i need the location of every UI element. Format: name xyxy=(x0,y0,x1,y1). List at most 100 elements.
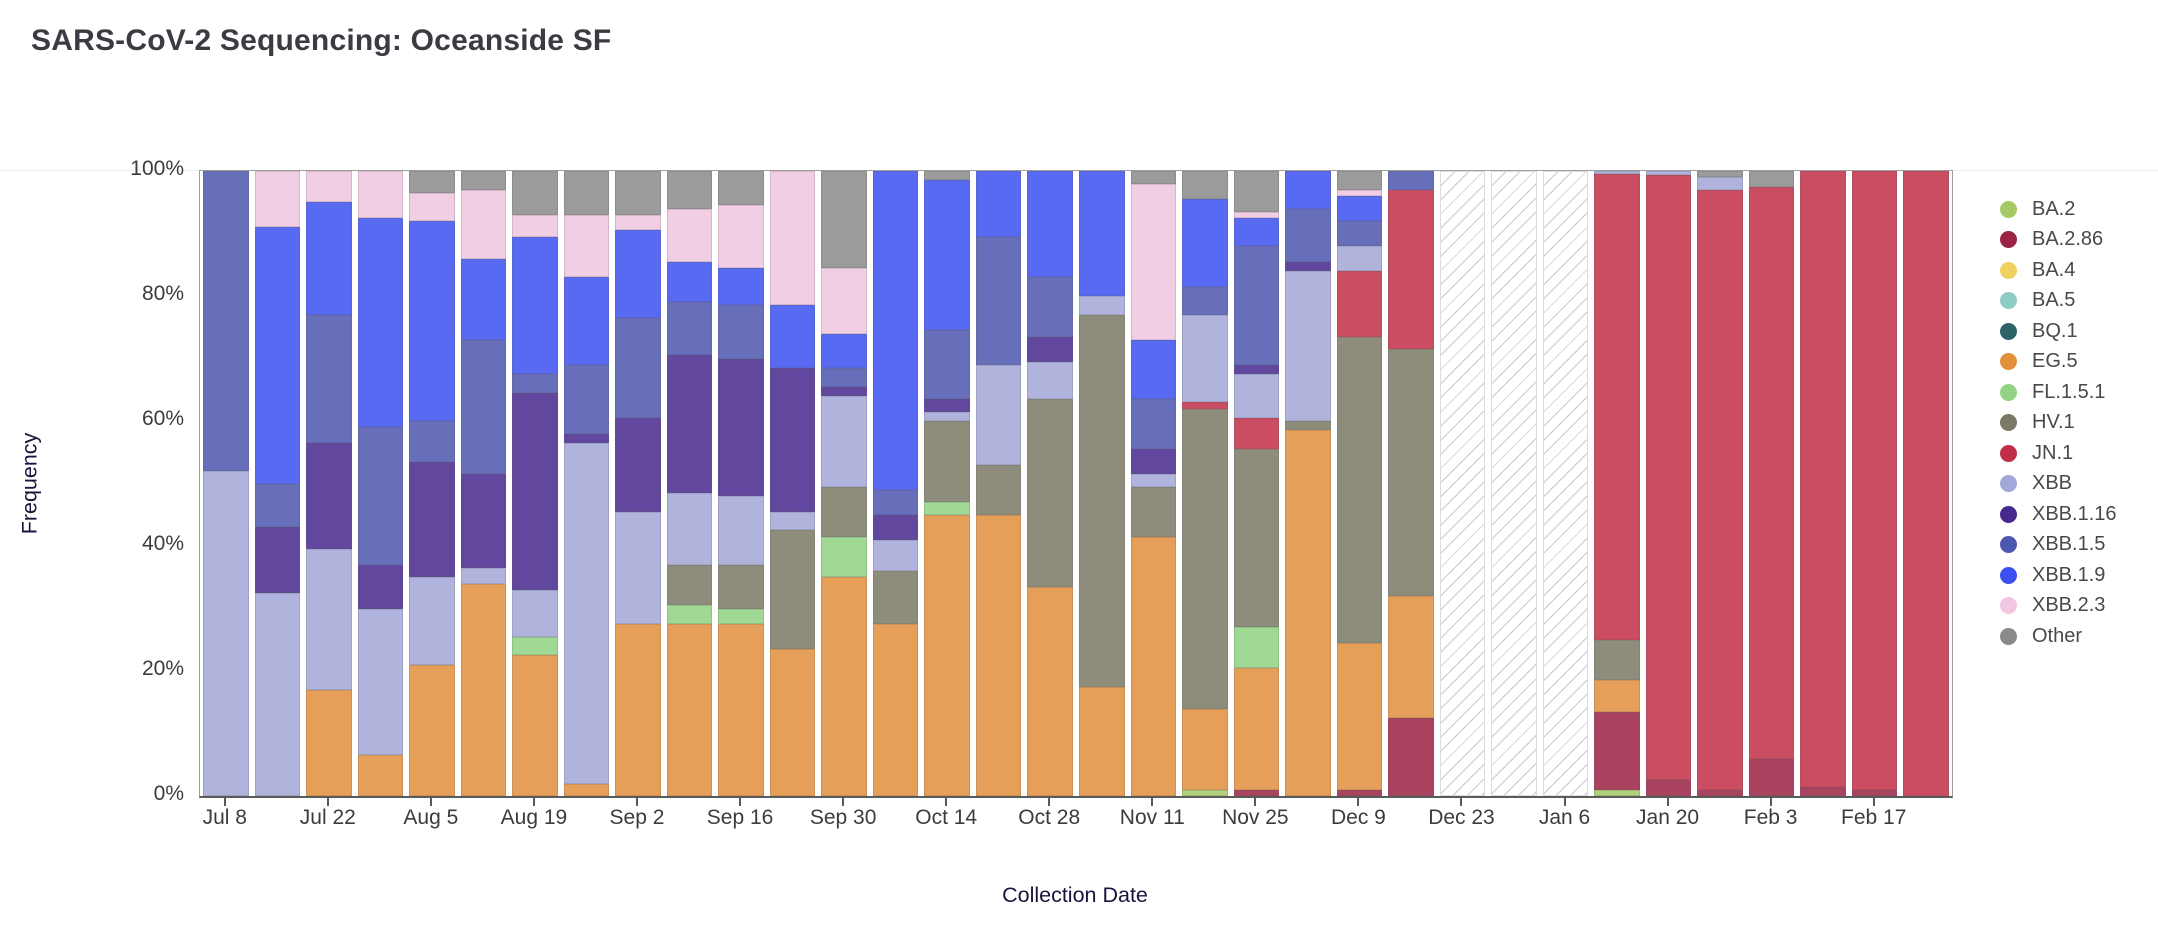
bar-oct-28[interactable] xyxy=(1027,171,1073,796)
bar-segment-xbb.1.9[interactable] xyxy=(1079,171,1125,296)
bar-segment-jn.1[interactable] xyxy=(1748,186,1795,759)
bar-segment-xbb.2.3[interactable] xyxy=(718,205,764,268)
bar-segment-xbb[interactable] xyxy=(1594,171,1640,175)
bar-segment-eg.5[interactable] xyxy=(821,577,867,796)
bar-segment-eg.5[interactable] xyxy=(512,655,558,796)
bar-segment-xbb.2.3[interactable] xyxy=(563,214,610,278)
bar-segment-xbb[interactable] xyxy=(1233,374,1280,418)
bar-segment-xbb.1.5[interactable] xyxy=(203,171,249,471)
bar-segment-ba.2.86[interactable] xyxy=(1800,786,1846,796)
bar-segment-xbb.1.5[interactable] xyxy=(1027,277,1073,337)
bar-jul-29[interactable] xyxy=(357,171,404,796)
bar-segment-xbb.1.5[interactable] xyxy=(460,339,507,475)
bar-segment-ba.2.86[interactable] xyxy=(1594,711,1640,790)
bar-feb-3[interactable] xyxy=(1748,171,1795,796)
bar-segment-xbb.1.16[interactable] xyxy=(254,527,301,593)
bar-segment-hv.1[interactable] xyxy=(975,464,1022,515)
bar-segment-jn.1[interactable] xyxy=(1233,417,1280,450)
bar-segment-other[interactable] xyxy=(1336,171,1383,190)
bar-segment-xbb[interactable] xyxy=(718,496,764,565)
bar-segment-eg.5[interactable] xyxy=(1388,596,1434,718)
bar-segment-xbb.1.16[interactable] xyxy=(460,474,507,568)
bar-segment-xbb.2.3[interactable] xyxy=(460,189,507,259)
bar-segment-xbb[interactable] xyxy=(821,396,867,487)
legend-item-ba.2.86[interactable]: BA.2.86 xyxy=(2000,225,2103,256)
bar-segment-xbb[interactable] xyxy=(615,511,661,625)
bar-segment-xbb.1.9[interactable] xyxy=(357,217,404,428)
bar-segment-xbb.1.9[interactable] xyxy=(512,236,558,375)
bar-segment-ba.2.86[interactable] xyxy=(1748,758,1795,796)
bar-segment-xbb.1.16[interactable] xyxy=(563,433,610,443)
bar-segment-ba.2.86[interactable] xyxy=(1697,789,1743,796)
legend-item-xbb[interactable]: XBB xyxy=(2000,469,2072,500)
bar-segment-xbb.2.3[interactable] xyxy=(306,171,352,203)
bar-segment-xbb.1.5[interactable] xyxy=(821,367,867,387)
bar-segment-xbb.2.3[interactable] xyxy=(1233,211,1280,218)
bar-dec-9[interactable] xyxy=(1336,171,1383,796)
bar-nov-25[interactable] xyxy=(1233,171,1280,796)
bar-segment-xbb[interactable] xyxy=(203,471,249,796)
bar-segment-xbb.1.16[interactable] xyxy=(666,355,713,493)
bar-segment-jn.1[interactable] xyxy=(1697,189,1743,790)
bar-segment-xbb.1.5[interactable] xyxy=(254,483,301,528)
bar-segment-ba.2[interactable] xyxy=(1182,789,1228,796)
bar-segment-xbb.1.9[interactable] xyxy=(615,230,661,318)
legend-item-hv.1[interactable]: HV.1 xyxy=(2000,408,2075,439)
bar-segment-xbb[interactable] xyxy=(872,539,919,571)
bar-sep-9[interactable] xyxy=(666,171,713,796)
bar-segment-jn.1[interactable] xyxy=(1182,402,1228,409)
legend-item-ba.4[interactable]: BA.4 xyxy=(2000,255,2075,286)
bar-segment-xbb.1.9[interactable] xyxy=(718,267,764,306)
bar-segment-xbb.1.5[interactable] xyxy=(666,302,713,356)
bar-jan-27[interactable] xyxy=(1697,171,1743,796)
bar-segment-xbb.2.3[interactable] xyxy=(821,267,867,334)
bar-segment-hv.1[interactable] xyxy=(1182,408,1228,709)
bar-feb-24[interactable] xyxy=(1903,171,1949,796)
legend-item-other[interactable]: Other xyxy=(2000,621,2082,652)
bar-segment-xbb.2.3[interactable] xyxy=(254,171,301,228)
bar-segment-other[interactable] xyxy=(615,171,661,215)
bar-segment-xbb.1.5[interactable] xyxy=(615,317,661,418)
bar-segment-eg.5[interactable] xyxy=(1594,680,1640,712)
bar-sep-23[interactable] xyxy=(769,171,816,796)
bar-feb-10[interactable] xyxy=(1800,171,1846,796)
bar-segment-xbb.1.16[interactable] xyxy=(872,514,919,540)
bar-segment-xbb.1.9[interactable] xyxy=(254,227,301,484)
bar-segment-hv.1[interactable] xyxy=(769,530,816,650)
bar-segment-xbb.1.16[interactable] xyxy=(357,564,404,609)
bar-segment-xbb[interactable] xyxy=(924,411,970,421)
bar-segment-xbb[interactable] xyxy=(306,549,352,690)
bar-segment-fl.1.5.1[interactable] xyxy=(512,636,558,656)
bar-segment-xbb.1.5[interactable] xyxy=(975,236,1022,365)
bar-segment-other[interactable] xyxy=(1748,171,1795,187)
bar-segment-xbb.2.3[interactable] xyxy=(357,171,404,218)
bar-segment-hv.1[interactable] xyxy=(1594,639,1640,681)
bar-segment-hv.1[interactable] xyxy=(1130,486,1177,537)
bar-oct-7[interactable] xyxy=(872,171,919,796)
bar-aug-12[interactable] xyxy=(460,171,507,796)
bar-segment-fl.1.5.1[interactable] xyxy=(821,536,867,578)
bar-segment-xbb.1.16[interactable] xyxy=(1233,364,1280,375)
bar-segment-other[interactable] xyxy=(718,171,764,206)
bar-jan-20[interactable] xyxy=(1645,171,1692,796)
bar-segment-xbb.1.9[interactable] xyxy=(563,277,610,365)
bar-segment-fl.1.5.1[interactable] xyxy=(1233,627,1280,668)
bar-segment-eg.5[interactable] xyxy=(615,624,661,796)
bar-oct-14[interactable] xyxy=(924,171,970,796)
bar-aug-26[interactable] xyxy=(563,171,610,796)
bar-aug-5[interactable] xyxy=(409,171,455,796)
bar-segment-eg.5[interactable] xyxy=(563,783,610,796)
bar-segment-xbb.1.5[interactable] xyxy=(409,421,455,462)
bar-segment-jn.1[interactable] xyxy=(1645,175,1692,781)
bar-segment-xbb.1.16[interactable] xyxy=(718,358,764,496)
bar-segment-xbb.1.16[interactable] xyxy=(821,386,867,396)
bar-segment-other[interactable] xyxy=(1233,171,1280,212)
bar-segment-xbb.1.5[interactable] xyxy=(924,330,970,400)
bar-segment-jn.1[interactable] xyxy=(1336,271,1383,337)
bar-segment-xbb.2.3[interactable] xyxy=(1336,189,1383,196)
bar-segment-ba.2[interactable] xyxy=(1594,789,1640,796)
bar-segment-xbb.1.5[interactable] xyxy=(512,374,558,393)
bar-segment-eg.5[interactable] xyxy=(1233,667,1280,790)
legend-item-xbb.1.9[interactable]: XBB.1.9 xyxy=(2000,560,2105,591)
bar-aug-19[interactable] xyxy=(512,171,558,796)
